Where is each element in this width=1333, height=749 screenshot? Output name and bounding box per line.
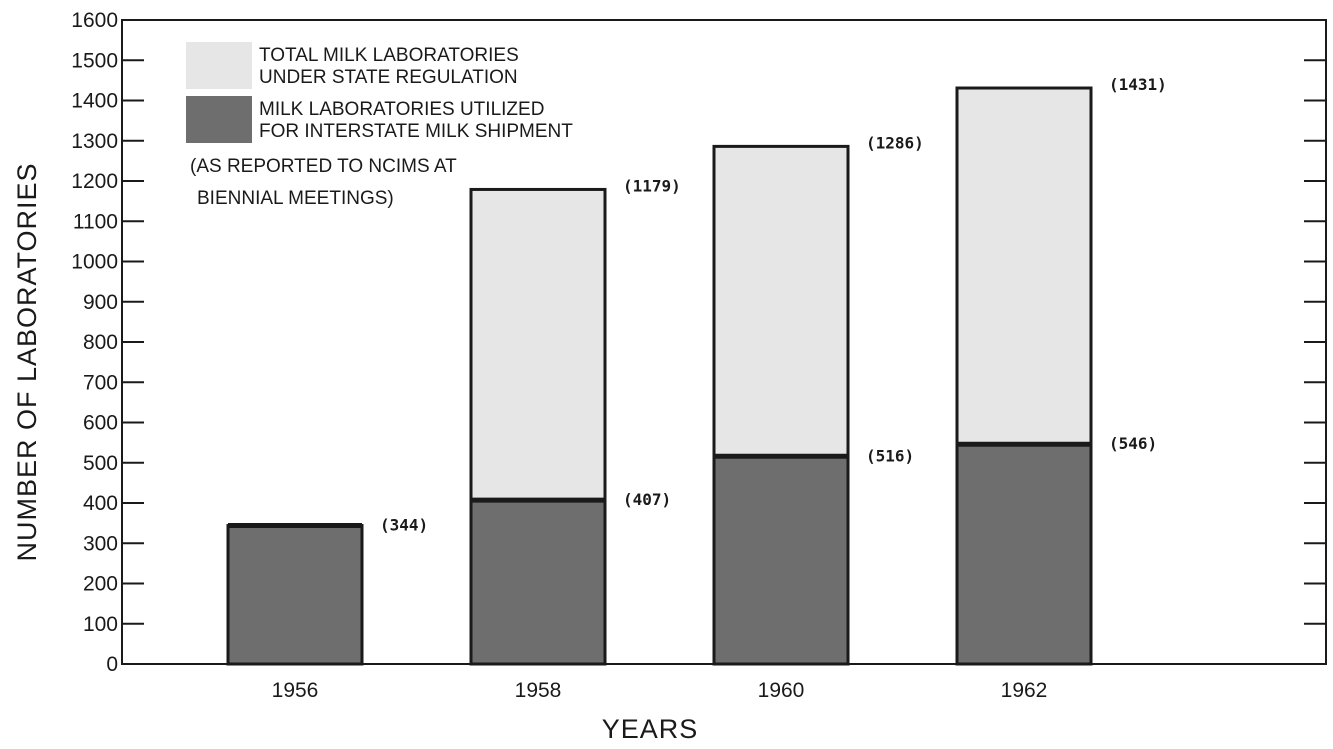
x-tick-label-1962: 1962 <box>1001 679 1048 702</box>
y-tick-label: 400 <box>83 492 118 515</box>
bar-interstate-1960 <box>712 454 850 666</box>
data-label-interstate-1962: (546) <box>1109 434 1157 453</box>
y-axis-title: NUMBER OF LABORATORIES <box>12 162 42 561</box>
data-labels: (344) (407) (1179) (516) (1286) (546) (1431) <box>380 75 1167 535</box>
data-label-total-1960: (1286) <box>866 133 924 152</box>
bar-interstate-1962 <box>955 442 1093 666</box>
y-axis-ticks: 0 100 200 300 400 500 600 700 800 900 1000 1100 1200… <box>71 9 1326 676</box>
x-axis-title: YEARS <box>602 714 699 744</box>
y-tick-label: 500 <box>83 452 118 475</box>
bar-total-1958 <box>469 187 607 502</box>
y-tick-label: 1300 <box>71 130 118 153</box>
data-label-interstate-1960: (516) <box>866 446 914 465</box>
legend-swatch-total <box>186 42 252 89</box>
bar-total-1960 <box>712 144 850 458</box>
legend-label-interstate-line2: FOR INTERSTATE MILK SHIPMENT <box>259 121 573 142</box>
data-label-total-1962: (1431) <box>1109 75 1167 94</box>
y-tick-label: 1400 <box>71 90 118 113</box>
y-tick-label: 200 <box>83 573 118 596</box>
legend-note-line1: (AS REPORTED TO NCIMS AT <box>190 156 457 177</box>
y-tick-label: 300 <box>83 532 118 555</box>
data-label-interstate-1958: (407) <box>623 490 671 509</box>
legend-label-total-line2: UNDER STATE REGULATION <box>259 67 518 88</box>
x-tick-label-1958: 1958 <box>515 679 562 702</box>
y-tick-label: 1500 <box>71 49 118 72</box>
y-tick-label: 700 <box>83 371 118 394</box>
y-tick-label: 600 <box>83 412 118 435</box>
legend-label-interstate-line1: MILK LABORATORIES UTILIZED <box>259 99 544 120</box>
y-tick-label: 900 <box>83 291 118 314</box>
y-tick-label: 1000 <box>71 251 118 274</box>
data-label-interstate-1956: (344) <box>380 516 428 535</box>
y-tick-label: 0 <box>106 653 118 676</box>
y-tick-label: 1600 <box>71 9 118 32</box>
legend-swatch-interstate <box>186 96 252 143</box>
y-tick-label: 100 <box>83 613 118 636</box>
x-axis-ticks: 1956 1958 1960 1962 <box>272 679 1048 702</box>
bar-interstate-1958 <box>469 498 607 666</box>
bar-total-1962 <box>955 86 1093 446</box>
bar-interstate-1956 <box>226 524 364 666</box>
y-tick-label: 800 <box>83 331 118 354</box>
bars <box>226 86 1093 666</box>
legend: TOTAL MILK LABORATORIES UNDER STATE REGU… <box>186 42 573 209</box>
legend-label-total-line1: TOTAL MILK LABORATORIES <box>259 45 519 66</box>
legend-note-line2: BIENNIAL MEETINGS) <box>197 188 394 209</box>
y-tick-label: 1200 <box>71 170 118 193</box>
x-tick-label-1956: 1956 <box>272 679 319 702</box>
x-tick-label-1960: 1960 <box>758 679 805 702</box>
y-tick-label: 1100 <box>73 210 118 233</box>
data-label-total-1958: (1179) <box>623 176 681 195</box>
